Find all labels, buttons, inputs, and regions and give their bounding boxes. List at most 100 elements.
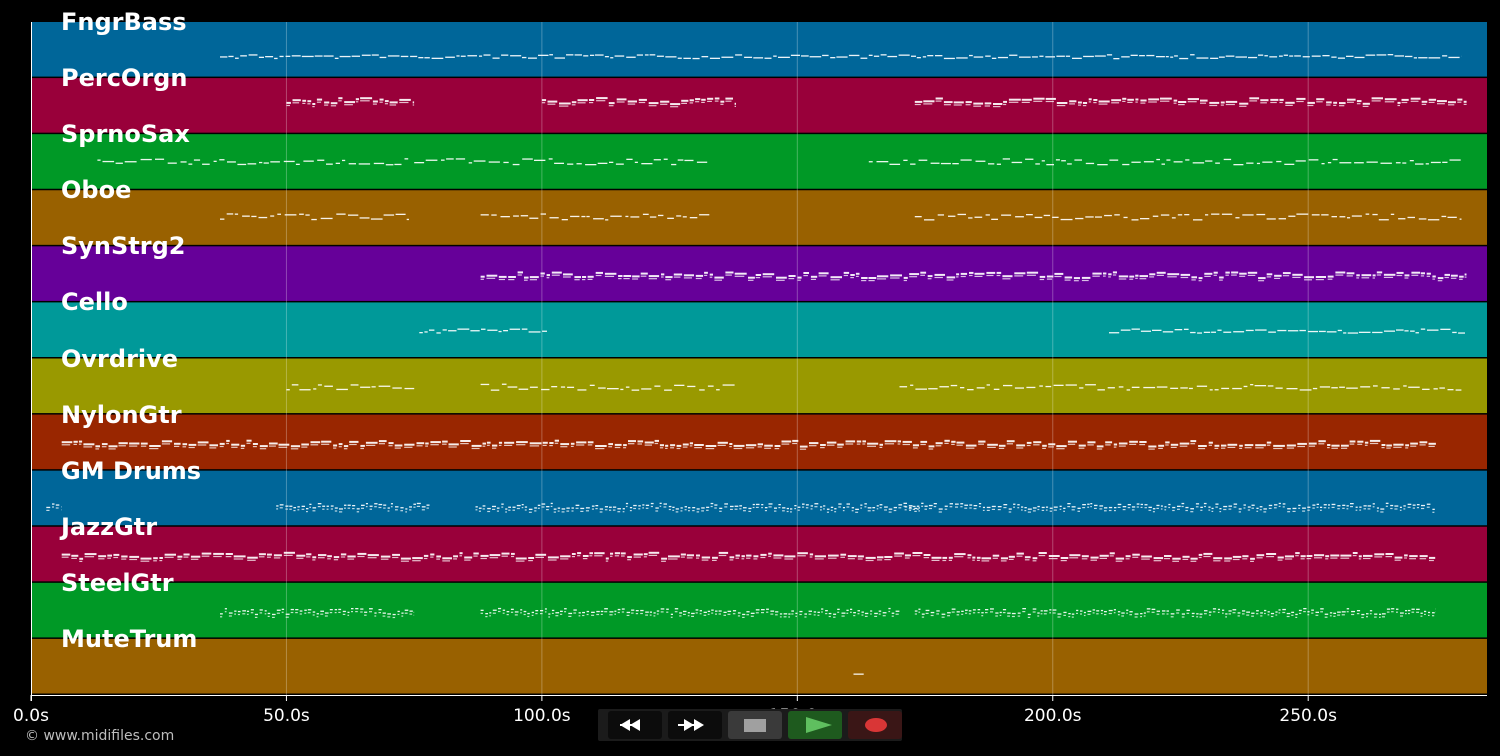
note xyxy=(799,613,802,616)
note xyxy=(220,56,228,58)
note xyxy=(1212,608,1217,610)
note xyxy=(1447,216,1457,218)
note xyxy=(480,278,484,280)
note xyxy=(1121,612,1125,614)
note xyxy=(988,163,995,165)
note xyxy=(1026,271,1039,274)
note xyxy=(492,447,497,449)
note xyxy=(1292,273,1303,276)
note xyxy=(1407,503,1412,505)
track-label: Ovrdrive xyxy=(61,344,179,373)
note xyxy=(605,560,609,562)
note xyxy=(1404,277,1409,279)
note xyxy=(857,555,864,558)
note xyxy=(948,559,952,561)
note xyxy=(528,57,537,59)
fast-forward-button[interactable] xyxy=(668,711,722,739)
note xyxy=(423,557,428,560)
note xyxy=(1416,507,1419,509)
note xyxy=(846,612,849,614)
note xyxy=(1277,559,1283,561)
note xyxy=(976,556,981,559)
note xyxy=(992,554,1000,557)
note xyxy=(492,57,500,59)
note xyxy=(1217,329,1222,331)
note xyxy=(1342,504,1346,506)
note xyxy=(1357,443,1363,445)
note xyxy=(395,213,406,215)
note xyxy=(1378,219,1389,221)
note xyxy=(385,164,394,166)
note xyxy=(1211,331,1216,333)
note xyxy=(895,613,899,615)
note xyxy=(1085,162,1095,165)
note xyxy=(213,552,224,555)
note xyxy=(582,614,585,617)
note xyxy=(431,57,444,59)
note xyxy=(1459,275,1464,278)
note xyxy=(1027,511,1031,513)
note xyxy=(923,100,935,103)
record-button[interactable] xyxy=(848,711,902,739)
note xyxy=(1148,445,1157,448)
note xyxy=(997,56,1008,59)
note xyxy=(612,509,616,511)
note xyxy=(516,441,528,444)
note xyxy=(246,613,249,615)
note xyxy=(247,163,257,165)
note xyxy=(814,503,819,505)
note xyxy=(1244,447,1252,449)
note xyxy=(674,608,679,610)
rewind-button[interactable] xyxy=(608,711,662,739)
stop-button[interactable] xyxy=(728,711,782,739)
note xyxy=(101,446,107,448)
note xyxy=(404,609,409,611)
note xyxy=(974,272,985,275)
note xyxy=(1026,441,1032,444)
note xyxy=(551,609,555,612)
note xyxy=(1008,508,1012,510)
note xyxy=(1444,276,1449,279)
note xyxy=(843,271,850,274)
note xyxy=(1078,101,1082,104)
note xyxy=(1331,56,1337,58)
note xyxy=(347,614,350,616)
note xyxy=(748,507,752,510)
note xyxy=(578,612,581,614)
note xyxy=(1093,99,1098,101)
note xyxy=(197,444,207,446)
note xyxy=(557,507,561,509)
note xyxy=(321,443,330,445)
note xyxy=(1085,384,1096,386)
note xyxy=(1307,509,1310,511)
note xyxy=(1045,56,1055,58)
note xyxy=(956,444,963,446)
note xyxy=(1208,441,1213,444)
note xyxy=(1122,97,1127,100)
note xyxy=(1059,505,1062,507)
note xyxy=(1083,55,1094,58)
note xyxy=(267,556,271,558)
note xyxy=(918,608,921,610)
note xyxy=(161,440,173,443)
note xyxy=(744,56,753,58)
note xyxy=(508,279,515,281)
note xyxy=(894,555,902,557)
note xyxy=(755,277,761,279)
note xyxy=(340,556,346,558)
note xyxy=(1098,103,1108,105)
note xyxy=(1007,612,1011,614)
note xyxy=(1011,161,1023,164)
note xyxy=(972,556,976,559)
note xyxy=(868,280,875,282)
play-button[interactable] xyxy=(788,711,842,739)
note xyxy=(347,558,355,560)
note xyxy=(1213,557,1223,560)
note xyxy=(1264,55,1268,57)
note xyxy=(295,163,300,165)
note xyxy=(810,508,813,510)
note xyxy=(107,557,111,559)
note xyxy=(279,55,284,58)
note xyxy=(1420,328,1426,330)
note xyxy=(1239,272,1247,275)
